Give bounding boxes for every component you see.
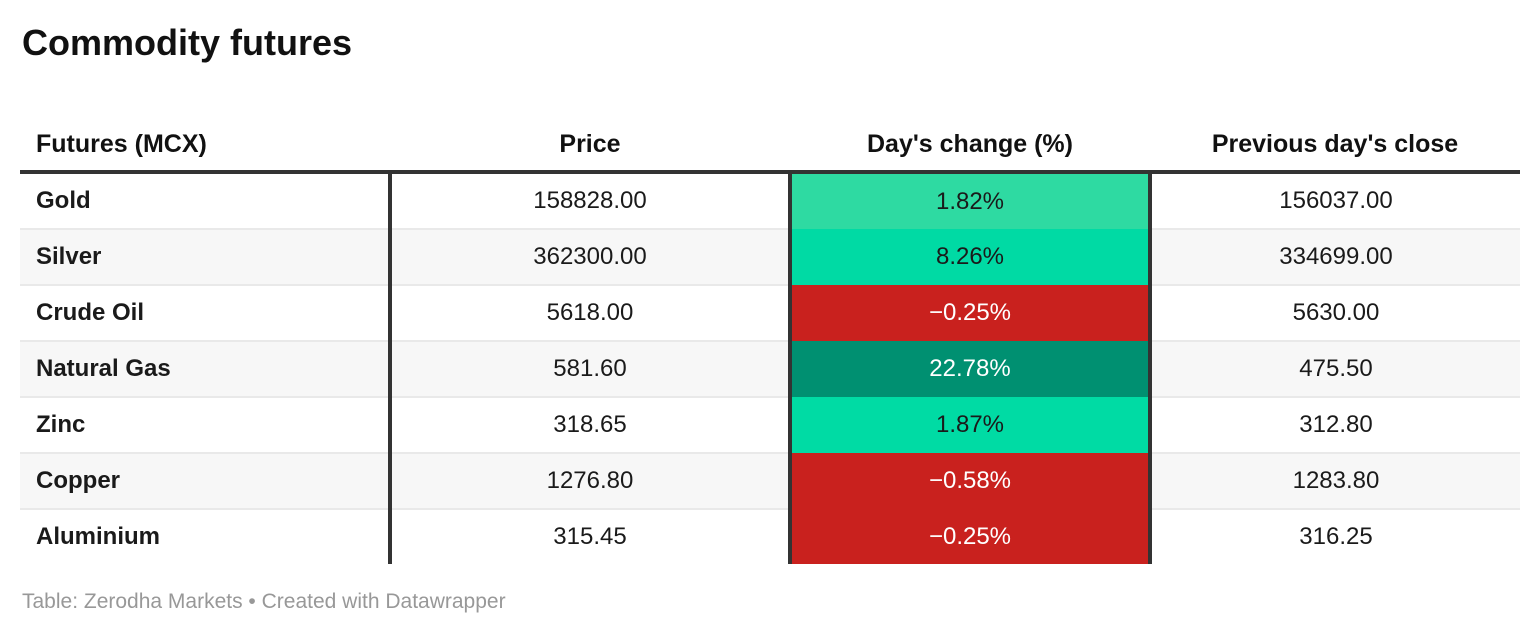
column-header-prev-close: Previous day's close <box>1150 118 1520 174</box>
prev-close-cell: 312.80 <box>1150 396 1520 453</box>
table-row: Copper 1276.80 −0.58% 1283.80 <box>20 452 1520 509</box>
table-row: Aluminium 315.45 −0.25% 316.25 <box>20 508 1520 564</box>
table-row: Zinc 318.65 1.87% 312.80 <box>20 396 1520 453</box>
table-row: Gold 158828.00 1.82% 156037.00 <box>20 172 1520 229</box>
price-cell: 581.60 <box>390 340 790 397</box>
futures-name-cell: Gold <box>20 172 392 229</box>
column-header-price: Price <box>390 118 790 174</box>
day-change-cell: 1.82% <box>788 172 1152 229</box>
futures-name-cell: Copper <box>20 452 392 509</box>
table-row: Silver 362300.00 8.26% 334699.00 <box>20 228 1520 285</box>
futures-name-cell: Zinc <box>20 396 392 453</box>
table-header: Futures (MCX) Price Day's change (%) Pre… <box>20 118 1520 174</box>
futures-name-cell: Crude Oil <box>20 284 392 341</box>
price-cell: 5618.00 <box>390 284 790 341</box>
day-change-cell: −0.25% <box>788 285 1152 341</box>
commodity-futures-table: Futures (MCX) Price Day's change (%) Pre… <box>20 118 1520 564</box>
column-header-change: Day's change (%) <box>790 118 1150 174</box>
day-change-cell: −0.58% <box>788 453 1152 509</box>
price-cell: 318.65 <box>390 396 790 453</box>
prev-close-cell: 5630.00 <box>1150 284 1520 341</box>
day-change-cell: 1.87% <box>788 397 1152 453</box>
prev-close-cell: 1283.80 <box>1150 452 1520 509</box>
price-cell: 1276.80 <box>390 452 790 509</box>
day-change-cell: −0.25% <box>788 509 1152 564</box>
table-body: Gold 158828.00 1.82% 156037.00 Silver 362300.… <box>20 172 1520 564</box>
day-change-cell: 22.78% <box>788 341 1152 397</box>
column-header-futures: Futures (MCX) <box>20 118 390 174</box>
prev-close-cell: 334699.00 <box>1150 228 1520 285</box>
table-row: Crude Oil 5618.00 −0.25% 5630.00 <box>20 284 1520 341</box>
price-cell: 158828.00 <box>390 172 790 229</box>
prev-close-cell: 475.50 <box>1150 340 1520 397</box>
page-title: Commodity futures <box>22 22 353 63</box>
futures-name-cell: Aluminium <box>20 508 392 564</box>
price-cell: 362300.00 <box>390 228 790 285</box>
futures-name-cell: Silver <box>20 228 392 285</box>
day-change-cell: 8.26% <box>788 229 1152 285</box>
price-cell: 315.45 <box>390 508 790 564</box>
prev-close-cell: 156037.00 <box>1150 172 1520 229</box>
prev-close-cell: 316.25 <box>1150 508 1520 564</box>
attribution-footer: Table: Zerodha Markets • Created with Da… <box>22 590 506 613</box>
header-row: Futures (MCX) Price Day's change (%) Pre… <box>20 118 1520 174</box>
table-row: Natural Gas 581.60 22.78% 475.50 <box>20 340 1520 397</box>
futures-name-cell: Natural Gas <box>20 340 392 397</box>
